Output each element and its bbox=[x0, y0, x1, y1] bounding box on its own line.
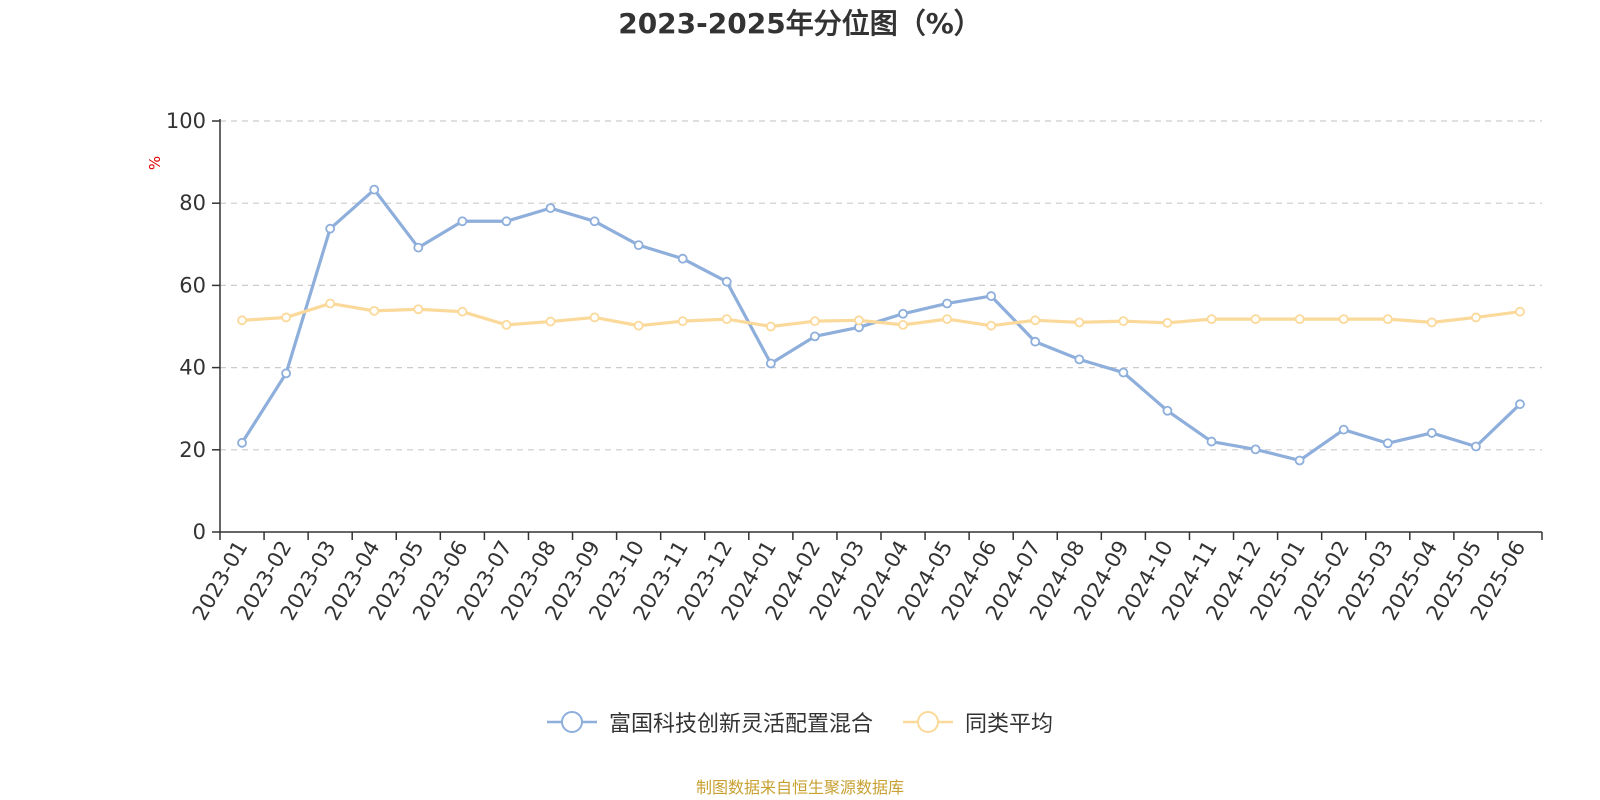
series-1-point[interactable] bbox=[986, 320, 997, 331]
series-1-point[interactable] bbox=[1294, 314, 1305, 325]
series-0-point[interactable] bbox=[810, 331, 820, 342]
series-0-point[interactable] bbox=[721, 276, 732, 287]
series-1-point[interactable] bbox=[369, 305, 380, 316]
legend-label: 富国科技创新灵活配置混合 bbox=[608, 712, 873, 737]
series-1-point[interactable] bbox=[457, 306, 468, 317]
series-1-point[interactable] bbox=[1118, 316, 1129, 327]
series-0-point[interactable] bbox=[325, 223, 336, 234]
y-tick-label: 100 bbox=[166, 109, 206, 133]
series-0-point[interactable] bbox=[1250, 444, 1261, 455]
series-0-point[interactable] bbox=[1515, 399, 1525, 410]
legend: 富国科技创新灵活配置混合 同类平均 bbox=[0, 700, 1600, 744]
series-0-point[interactable] bbox=[1338, 424, 1349, 435]
series-1-point[interactable] bbox=[765, 321, 776, 332]
series-0-point[interactable] bbox=[1030, 336, 1041, 347]
series-0-point[interactable] bbox=[942, 298, 952, 309]
series-0-point[interactable] bbox=[633, 240, 644, 251]
series-0-point[interactable] bbox=[1471, 441, 1481, 452]
legend-label: 同类平均 bbox=[965, 712, 1054, 737]
series-1-point[interactable] bbox=[1338, 314, 1349, 325]
series-1-point[interactable] bbox=[942, 314, 952, 325]
series-0-point[interactable] bbox=[369, 184, 380, 195]
series-0-point[interactable] bbox=[898, 308, 908, 319]
series-1-point[interactable] bbox=[589, 312, 600, 323]
series-0-point[interactable] bbox=[1294, 455, 1305, 466]
series-1-point[interactable] bbox=[1074, 317, 1085, 328]
series-1-point[interactable] bbox=[1206, 314, 1217, 325]
series-0-point[interactable] bbox=[1382, 438, 1393, 449]
series-0-point[interactable] bbox=[986, 291, 997, 301]
series-1-point[interactable] bbox=[413, 304, 424, 315]
series-layer bbox=[237, 184, 1525, 466]
series-1-point[interactable] bbox=[1382, 314, 1393, 325]
legend-swatch-circle bbox=[560, 711, 583, 733]
series-1-point[interactable] bbox=[898, 319, 908, 330]
series-1-point[interactable] bbox=[1162, 317, 1173, 328]
series-1-point[interactable] bbox=[677, 316, 688, 327]
series-line-0 bbox=[240, 188, 1522, 463]
legend-item-1[interactable]: 同类平均 bbox=[903, 706, 1053, 738]
series-0-point[interactable] bbox=[1206, 436, 1217, 447]
y-axis-unit: % bbox=[146, 156, 164, 170]
series-1-point[interactable] bbox=[325, 298, 336, 309]
series-line-1 bbox=[241, 301, 1521, 329]
series-1-point[interactable] bbox=[1426, 317, 1437, 328]
legend-swatch-icon bbox=[903, 711, 953, 733]
legend-swatch-icon bbox=[546, 711, 597, 733]
legend-item-0[interactable]: 富国科技创新灵活配置混合 bbox=[546, 706, 873, 738]
series-1-point[interactable] bbox=[1030, 315, 1041, 326]
series-1-point[interactable] bbox=[1515, 306, 1525, 317]
series-1-point[interactable] bbox=[281, 312, 292, 323]
series-0-point[interactable] bbox=[413, 242, 424, 253]
series-1-point[interactable] bbox=[721, 314, 732, 325]
series-1-point[interactable] bbox=[501, 319, 512, 330]
series-1-point[interactable] bbox=[237, 315, 247, 326]
series-0-point[interactable] bbox=[281, 368, 292, 379]
y-tick-label: 20 bbox=[179, 438, 206, 462]
grid-lines bbox=[220, 120, 1542, 451]
series-1-point[interactable] bbox=[545, 316, 556, 327]
legend-swatch-circle bbox=[917, 711, 939, 733]
series-1-point[interactable] bbox=[633, 320, 644, 331]
series-0-point[interactable] bbox=[677, 253, 688, 264]
chart-title: 2023-2025年分位图（%） bbox=[618, 7, 982, 40]
line-chart: 0204060801002023-012023-022023-032023-04… bbox=[146, 109, 1543, 624]
series-0-point[interactable] bbox=[237, 437, 247, 448]
series-0-point[interactable] bbox=[1074, 354, 1085, 365]
series-1-point[interactable] bbox=[854, 315, 864, 326]
series-0-point[interactable] bbox=[457, 216, 468, 227]
series-0-point[interactable] bbox=[501, 216, 512, 227]
y-tick-label: 40 bbox=[179, 356, 206, 380]
y-tick-label: 80 bbox=[179, 191, 206, 215]
series-0-point[interactable] bbox=[1426, 428, 1437, 438]
series-0-point[interactable] bbox=[589, 216, 600, 227]
y-tick-label: 60 bbox=[179, 273, 206, 297]
series-0-point[interactable] bbox=[1118, 367, 1129, 378]
data-source-note: 制图数据来自恒生聚源数据库 bbox=[695, 778, 904, 797]
series-1-point[interactable] bbox=[1250, 314, 1261, 325]
y-tick-label: 0 bbox=[193, 520, 206, 544]
series-0-point[interactable] bbox=[765, 358, 776, 369]
series-0-point[interactable] bbox=[1162, 405, 1173, 416]
series-1-point[interactable] bbox=[810, 316, 820, 327]
series-1-point[interactable] bbox=[1471, 312, 1481, 323]
series-0-point[interactable] bbox=[545, 203, 556, 214]
